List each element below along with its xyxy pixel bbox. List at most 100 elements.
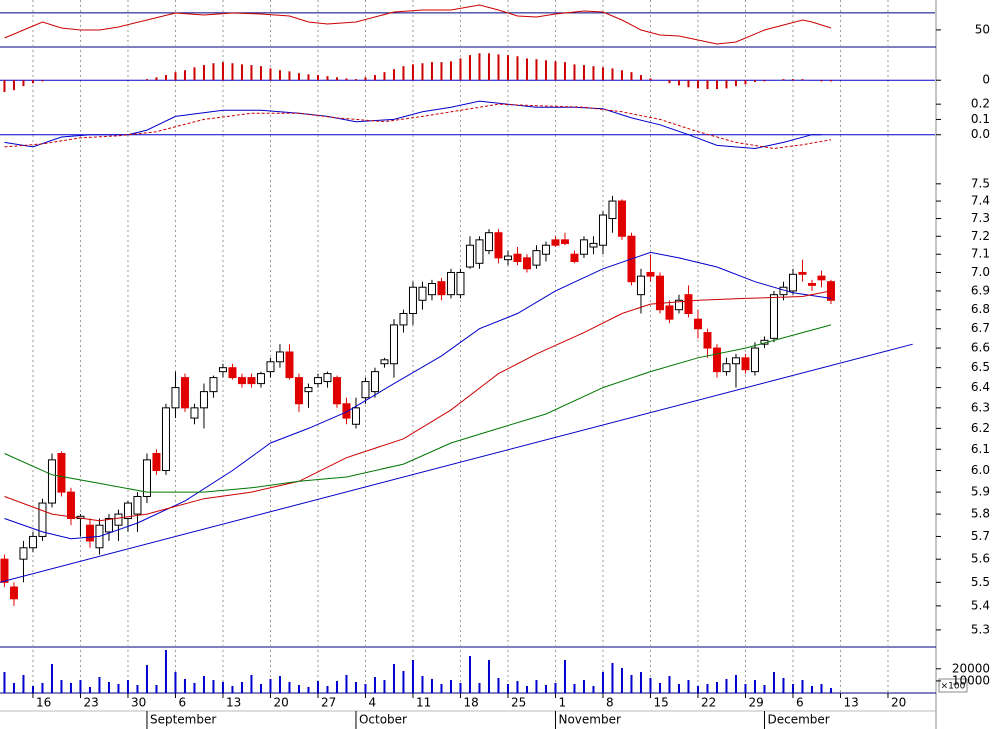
candle-body bbox=[484, 232, 493, 252]
bar bbox=[820, 80, 823, 82]
x-tick-label: 13 bbox=[226, 696, 241, 710]
unit-label: ×100 bbox=[941, 682, 966, 692]
y-tick-label: 6.9 bbox=[971, 283, 990, 297]
candle-body bbox=[247, 377, 256, 385]
candle-body bbox=[693, 318, 702, 330]
bar bbox=[307, 686, 310, 693]
candle-body bbox=[570, 253, 579, 262]
candle-body bbox=[38, 502, 47, 537]
bar bbox=[573, 64, 576, 81]
candle-body bbox=[617, 200, 626, 237]
candle-body bbox=[665, 305, 674, 320]
bar bbox=[402, 670, 405, 693]
unit-box bbox=[938, 678, 968, 693]
x-tick-label: 11 bbox=[416, 696, 431, 710]
candle-body bbox=[579, 239, 588, 255]
candle-body bbox=[684, 294, 693, 314]
x-tick-label: 25 bbox=[511, 696, 526, 710]
candle-body bbox=[256, 373, 265, 385]
bar bbox=[696, 685, 699, 693]
bar bbox=[41, 682, 44, 693]
candle-body bbox=[731, 357, 740, 365]
bar bbox=[383, 680, 386, 693]
candle-body bbox=[674, 299, 683, 311]
bar bbox=[696, 80, 699, 89]
bar bbox=[31, 80, 34, 84]
bar bbox=[592, 66, 595, 81]
bar bbox=[782, 677, 785, 693]
y-tick-label: 50 bbox=[975, 22, 990, 36]
candle-body bbox=[560, 239, 569, 244]
bar bbox=[231, 685, 234, 693]
candle-body bbox=[399, 312, 408, 326]
y-tick-label: 6.8 bbox=[971, 302, 990, 316]
y-tick-label: 7.4 bbox=[971, 194, 990, 208]
bar bbox=[573, 684, 576, 693]
candle-body bbox=[446, 271, 455, 296]
x-tick-label: 8 bbox=[606, 696, 614, 710]
bar bbox=[611, 662, 614, 693]
candle-body bbox=[133, 495, 142, 515]
candle-body bbox=[199, 391, 208, 409]
bar bbox=[278, 676, 281, 693]
bar bbox=[402, 66, 405, 81]
bar bbox=[107, 681, 110, 693]
bar bbox=[791, 684, 794, 693]
candle-body bbox=[28, 535, 37, 549]
bar bbox=[677, 684, 680, 693]
bar bbox=[829, 80, 832, 82]
series-line bbox=[4, 4, 832, 45]
candle-body bbox=[294, 377, 303, 405]
bar bbox=[620, 70, 623, 81]
bar bbox=[516, 56, 519, 81]
candle-body bbox=[655, 275, 664, 311]
bar bbox=[468, 55, 471, 81]
bar bbox=[98, 677, 101, 693]
bar bbox=[145, 665, 148, 693]
bar bbox=[364, 77, 367, 81]
bar bbox=[734, 674, 737, 693]
bar bbox=[164, 650, 167, 693]
y-tick-label: 5.6 bbox=[971, 552, 990, 566]
candle-body bbox=[304, 387, 313, 393]
y-tick-label: 6.5 bbox=[971, 360, 990, 374]
candle-body bbox=[237, 377, 246, 385]
bar bbox=[288, 71, 291, 81]
bar bbox=[126, 680, 129, 693]
bar bbox=[164, 75, 167, 81]
bar bbox=[183, 678, 186, 693]
bar bbox=[31, 685, 34, 693]
y-tick-label: 7.5 bbox=[971, 176, 990, 190]
bar bbox=[630, 72, 633, 81]
x-tick-label: 20 bbox=[273, 696, 288, 710]
candle-body bbox=[636, 275, 645, 296]
bar bbox=[174, 72, 177, 81]
candle-body bbox=[85, 524, 94, 542]
bar bbox=[22, 674, 25, 693]
candle-body bbox=[389, 324, 398, 365]
bar bbox=[12, 80, 15, 91]
bar bbox=[782, 79, 785, 81]
bar bbox=[554, 61, 557, 81]
bar bbox=[392, 69, 395, 81]
bar bbox=[506, 55, 509, 81]
x-tick-label: 20 bbox=[891, 696, 906, 710]
bar bbox=[668, 80, 671, 84]
candle-body bbox=[418, 286, 427, 301]
candle-body bbox=[741, 357, 750, 371]
candle-body bbox=[722, 363, 731, 373]
bar bbox=[221, 681, 224, 693]
candle-body bbox=[19, 547, 28, 560]
candle-body bbox=[750, 347, 759, 373]
y-tick-label: 6.7 bbox=[971, 321, 990, 335]
y-tick-label: 6.3 bbox=[971, 400, 990, 414]
candle-body bbox=[475, 239, 484, 264]
bar bbox=[497, 677, 500, 693]
bar bbox=[240, 681, 243, 693]
bar bbox=[687, 80, 690, 88]
bar bbox=[744, 684, 747, 693]
bar bbox=[715, 681, 718, 693]
bar bbox=[601, 672, 604, 693]
